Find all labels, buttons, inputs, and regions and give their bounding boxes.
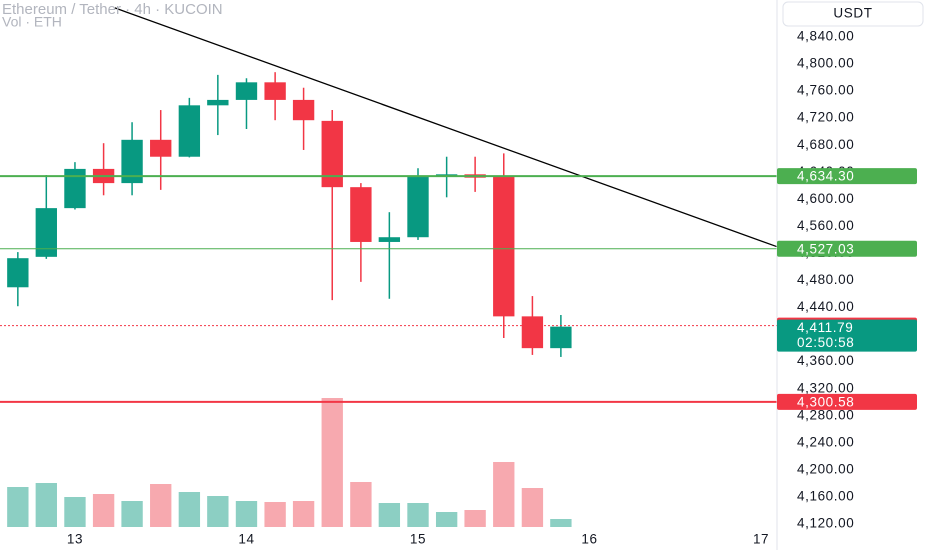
candle-body [407,177,429,238]
volume-bar [493,462,515,527]
volume-bar [150,484,172,527]
axis-background [777,0,932,550]
y-tick-label: 4,760.00 [797,83,854,98]
volume-bar [407,503,429,527]
y-tick-label: 4,480.00 [797,272,854,287]
volume-pane [7,398,572,527]
candle-body [493,177,515,317]
y-tick-label: 4,360.00 [797,353,854,368]
volume-bar [235,501,258,527]
volume-bar [550,519,572,527]
candle-body [35,208,57,257]
candle-body [121,139,143,184]
last-price-tag [777,319,917,352]
price-tag-label: 4,527.03 [797,241,854,256]
x-tick-label: 16 [581,532,597,547]
candle-body [264,82,286,100]
price-axis: 4,120.00 4,160.00 4,200.00 4,240.00 4,280.00… [776,0,932,550]
candle-body [321,120,343,188]
volume-bar [521,488,544,527]
candles [7,72,572,357]
price-tag [777,240,917,257]
candle-body [378,237,401,242]
countdown: 02:50:58 [797,335,854,350]
volume-bar [292,501,315,527]
y-tick-label: 4,280.00 [797,407,854,422]
volume-bar [178,492,201,527]
candle-body [178,105,201,157]
y-tick-label: 4,160.00 [797,489,854,504]
price-tag [777,168,917,185]
volume-bar [264,502,286,527]
y-tick-label: 4,560.00 [797,218,854,233]
y-tick-label: 4,200.00 [797,461,854,476]
currency[interactable]: USDT [833,6,872,21]
y-tick-label: 4,440.00 [797,299,854,314]
volume-bar [350,482,372,527]
y-tick-label: 4,800.00 [797,56,854,71]
price-tag-label: 4,300.58 [797,394,854,409]
volume-bar [435,512,458,527]
currency-button[interactable] [782,1,924,27]
volume-bar [378,503,401,527]
x-tick-label: 14 [238,532,254,547]
y-tick-label: 4,240.00 [797,434,854,449]
grid: 13 14 15 16 17 [67,532,769,547]
volume-bar [7,487,29,527]
candle-body [292,99,315,121]
price-tag [777,393,917,410]
x-tick-label: 15 [410,532,426,547]
last-price-label: 4,411.79 [797,320,853,335]
candle-body [207,99,229,106]
volume-bar [35,483,57,527]
volume-bar [207,496,229,527]
y-tick-label: 4,120.00 [797,516,854,531]
y-tick-label: 4,720.00 [797,110,854,125]
candle-body [350,187,372,242]
y-tick-label: 4,680.00 [797,137,854,152]
candle-body [235,82,258,100]
volume-bar [464,510,486,527]
candle-body [521,316,544,349]
y-tick-label: 4,600.00 [797,191,854,206]
price-tag-label: 4,634.30 [797,169,854,184]
volume-bar [121,501,143,527]
chart-subtitle: Vol · ETH [2,14,62,30]
volume-bar [64,497,86,527]
y-tick-label: 4,320.00 [797,380,854,395]
x-tick-label: 13 [67,532,83,547]
x-tick-label: 17 [753,532,769,547]
candle-body [550,326,572,349]
candle-body [64,168,86,209]
chart-title: Ethereum / Tether · 4h · KUCOIN [2,1,223,18]
price-tags: 4,634.304,527.034,413.394,300.584,411.79… [777,168,917,410]
price-lines [0,7,778,403]
volume-bar [321,398,343,527]
candle-body [150,139,172,157]
candle-body [7,258,29,288]
y-tick-label: 4,840.00 [797,29,854,44]
volume-bar [92,494,115,527]
trendline [114,7,778,248]
